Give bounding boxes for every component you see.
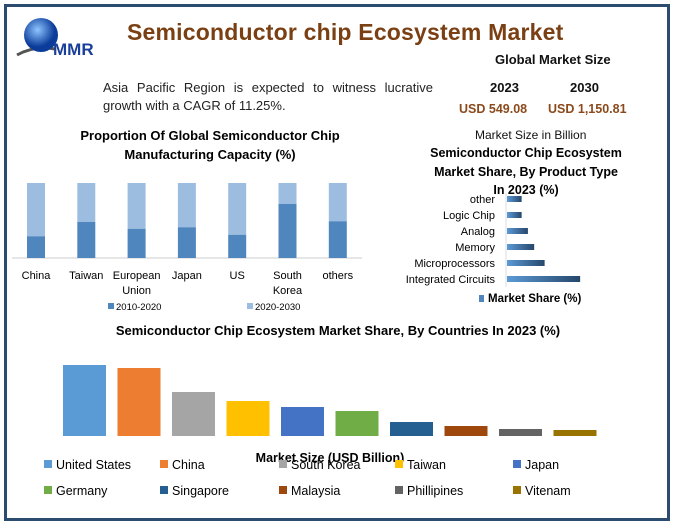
chart1-category-label: European <box>113 270 161 282</box>
chart2-bar <box>507 212 522 218</box>
market-size-note: Market Size in Billion <box>475 128 587 142</box>
chart3-bar <box>63 365 106 436</box>
legend-label: United States <box>56 458 131 472</box>
legend-swatch <box>279 460 287 468</box>
chart3-bar <box>499 429 542 436</box>
legend-swatch <box>44 486 52 494</box>
chart2-bar <box>507 276 581 282</box>
chart3-xlabel: Market Size (USD Billion) <box>256 451 405 465</box>
legend-swatch <box>513 486 521 494</box>
chart1-category-label: US <box>230 270 245 282</box>
chart1-category-label: Japan <box>172 270 202 282</box>
legend-label: Germany <box>56 484 108 498</box>
page-title: Semiconductor chip Ecosystem Market <box>127 19 564 45</box>
bar-2020-2030 <box>328 183 347 222</box>
legend-swatch <box>395 486 403 494</box>
summary-line2: growth with a CAGR of 11.25%. <box>103 98 286 113</box>
chart2-category-label: Logic Chip <box>443 210 495 222</box>
chart3-bar <box>335 411 379 436</box>
bar-2020-2030 <box>228 183 247 235</box>
chart2-bar <box>507 228 528 234</box>
chart3-bar <box>172 392 215 436</box>
bar-2010-2020 <box>77 222 96 258</box>
legend-swatch <box>160 460 168 468</box>
bar-2020-2030 <box>27 183 45 237</box>
chart1-category-label: China <box>22 270 52 282</box>
svg-text:MMR: MMR <box>53 40 94 59</box>
chart1-category-label: South <box>273 270 302 282</box>
year-2030: 2030 <box>570 80 599 95</box>
chart1-title-line1: Proportion Of Global Semiconductor Chip <box>80 128 339 143</box>
chart2-title-line2: Market Share, By Product Type <box>434 165 618 179</box>
chart3-bar <box>281 407 324 436</box>
chart3-bar <box>226 401 270 436</box>
chart3-bar <box>390 422 433 436</box>
chart2-bar <box>507 244 535 250</box>
chart2-category-label: Integrated Circuits <box>406 274 496 286</box>
charts: Proportion Of Global Semiconductor Chip M… <box>12 128 622 498</box>
chart2-category-label: Memory <box>455 242 495 254</box>
legend-swatch <box>513 460 521 468</box>
bar-2020-2030 <box>127 183 146 229</box>
value-2023: USD 549.08 <box>459 102 528 116</box>
value-2030: USD 1,150.81 <box>548 102 627 116</box>
legend-label: South Korea <box>291 458 361 472</box>
chart3-bar <box>117 368 161 436</box>
chart3-bar <box>553 430 597 436</box>
legend-label: 2020-2030 <box>255 302 300 313</box>
chart2-bar <box>507 260 545 266</box>
legend-label: Malaysia <box>291 484 340 498</box>
legend-swatch <box>44 460 52 468</box>
globe-icon <box>24 18 58 52</box>
legend-label: Taiwan <box>407 458 446 472</box>
chart2-category-label: other <box>470 194 495 206</box>
legend-label: Phillipines <box>407 484 463 498</box>
summary-line1: Asia Pacific Region is expected to witne… <box>103 80 433 95</box>
legend-label: Singapore <box>172 484 229 498</box>
legend-label: Vitenam <box>525 484 571 498</box>
chart1-category-label: others <box>323 270 354 282</box>
bar-2010-2020 <box>127 228 146 258</box>
legend-label: China <box>172 458 205 472</box>
infographic-frame: MMR Semiconductor chip Ecosystem Market … <box>4 4 670 521</box>
bar-2010-2020 <box>27 236 45 258</box>
chart2-title-line3: In 2023 (%) <box>493 183 558 197</box>
year-2023: 2023 <box>490 80 519 95</box>
chart2-title-line1: Semiconductor Chip Ecosystem <box>430 146 622 160</box>
legend-swatch <box>479 295 484 302</box>
chart1-category-label: Taiwan <box>69 270 103 282</box>
bar-2020-2030 <box>77 183 96 222</box>
chart1-category-label: Korea <box>273 285 303 297</box>
chart2-category-label: Analog <box>461 226 495 238</box>
legend-swatch <box>395 460 403 468</box>
bar-2010-2020 <box>278 204 297 258</box>
chart1-title-line2: Manufacturing Capacity (%) <box>124 147 295 162</box>
chart3-title: Semiconductor Chip Ecosystem Market Shar… <box>116 323 560 338</box>
market-size-heading: Global Market Size <box>495 52 611 67</box>
bar-2010-2020 <box>328 221 347 258</box>
legend-swatch <box>108 303 114 309</box>
mmr-logo: MMR <box>16 18 94 59</box>
bar-2020-2030 <box>278 183 297 204</box>
bar-2020-2030 <box>177 183 196 228</box>
bar-2010-2020 <box>177 227 196 258</box>
chart2-bar <box>507 196 522 202</box>
legend-label: 2010-2020 <box>116 302 161 313</box>
legend-swatch <box>247 303 253 309</box>
chart3-bar <box>444 426 488 436</box>
chart2-category-label: Microprocessors <box>414 258 495 270</box>
legend-label: Japan <box>525 458 559 472</box>
legend-swatch <box>279 486 287 494</box>
legend-label: Market Share (%) <box>488 293 581 305</box>
chart1-category-label: Union <box>122 285 151 297</box>
bar-2010-2020 <box>228 234 247 258</box>
legend-swatch <box>160 486 168 494</box>
